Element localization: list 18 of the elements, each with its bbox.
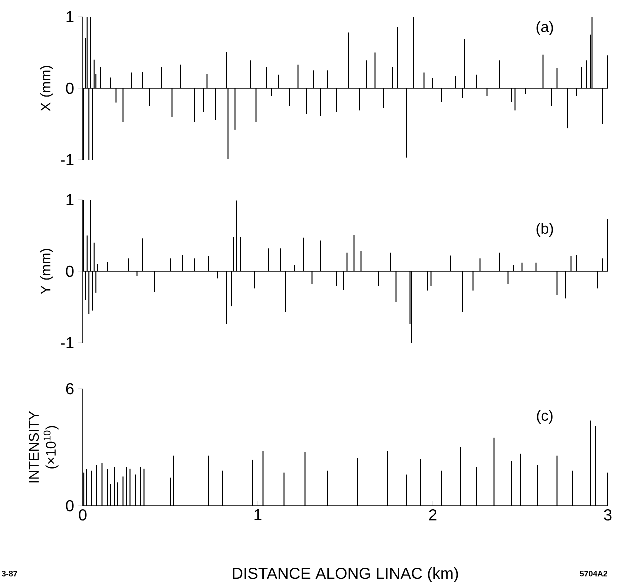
y-tick-label: -1 bbox=[61, 154, 74, 166]
y-tick-label: 0 bbox=[66, 266, 74, 278]
x-axis-title: DISTANCE ALONG LINAC (km) bbox=[233, 568, 458, 582]
annotation: (a) bbox=[536, 21, 554, 36]
y-tick-label: 0 bbox=[66, 500, 74, 512]
y-tick-label: 0 bbox=[66, 82, 74, 94]
y-tick-label: 1 bbox=[66, 194, 74, 206]
y-tick-label: -1 bbox=[61, 338, 74, 348]
x-tick-label: 1 bbox=[254, 510, 262, 520]
y-tick-label: 6 bbox=[66, 383, 74, 395]
y-tick-label: 1 bbox=[66, 12, 74, 22]
x-tick-label: 2 bbox=[429, 510, 437, 521]
y-axis-title: Y (mm) bbox=[40, 249, 54, 294]
x-tick-label: 0 bbox=[79, 510, 87, 521]
annotation: (b) bbox=[536, 223, 554, 237]
x-tick-label: 3 bbox=[604, 510, 612, 521]
y-axis-title: X (mm) bbox=[40, 66, 54, 112]
annotation: (c) bbox=[537, 410, 553, 424]
